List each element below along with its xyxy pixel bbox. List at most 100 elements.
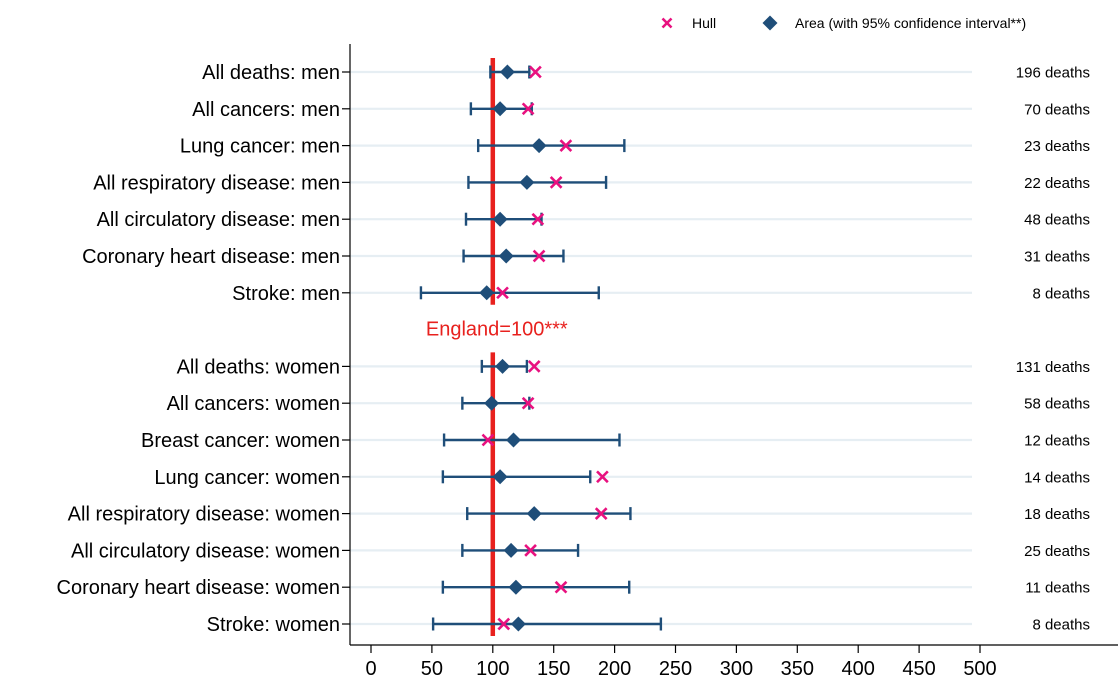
area-marker	[526, 506, 542, 522]
deaths-label: 25 deaths	[1024, 543, 1090, 560]
area-marker	[492, 101, 508, 117]
hull-marker	[529, 65, 542, 79]
area-marker	[492, 469, 508, 485]
y-axis: All deaths: men All cancers: men Lung canc…	[57, 44, 351, 645]
x-tick-label: 150	[537, 658, 570, 680]
x-tick-label: 350	[781, 658, 814, 680]
hull-marker-stroke	[481, 433, 495, 447]
reference-label: England=100***	[426, 319, 568, 341]
hull-marker	[497, 617, 511, 631]
hull-marker	[532, 249, 546, 263]
area-marker	[519, 174, 535, 190]
hull-marker-stroke	[524, 544, 537, 557]
deaths-label-bg	[972, 462, 1118, 491]
x-tick-label: 500	[963, 658, 996, 680]
legend: Hull Area (with 95% confidence interval**…	[661, 15, 1026, 31]
deaths-label-bg	[972, 94, 1118, 123]
hull-marker	[549, 176, 563, 189]
hull-marker	[531, 212, 545, 226]
deaths-label: 31 deaths	[1024, 249, 1090, 266]
x-icon	[661, 17, 673, 29]
category-label: Stroke: men	[232, 283, 340, 305]
area-marker	[531, 138, 547, 154]
x-tick-label: 100	[476, 658, 509, 680]
category-label: All cancers: women	[167, 393, 340, 415]
area-marker	[508, 579, 524, 595]
x-tick-label: 300	[720, 658, 753, 680]
hull-marker-stroke	[531, 212, 545, 226]
area-marker	[510, 616, 526, 632]
hull-marker	[524, 544, 537, 557]
legend-label: Area (with 95% confidence interval**)	[795, 15, 1026, 31]
deaths-label-bg	[972, 131, 1118, 160]
hull-marker	[594, 507, 608, 520]
area-marker	[499, 64, 515, 80]
deaths-label: 23 deaths	[1024, 138, 1090, 155]
deaths-label: 196 deaths	[1016, 65, 1090, 82]
hull-marker-stroke	[559, 139, 573, 152]
deaths-label: 8 deaths	[1032, 285, 1090, 302]
deaths-label: 8 deaths	[1032, 617, 1090, 634]
deaths-column-background: 196 deaths 70 deaths 23 deaths 22 deaths 48 …	[972, 58, 1118, 638]
category-label: All respiratory disease: men	[93, 172, 340, 194]
deaths-label-bg	[972, 536, 1118, 565]
hull-marker-stroke	[532, 249, 546, 263]
hull-marker-stroke	[554, 580, 568, 594]
hull-marker	[559, 139, 573, 152]
hull-marker-stroke	[596, 470, 609, 484]
category-label: Coronary heart disease: women	[57, 577, 340, 599]
deaths-label-bg	[972, 389, 1118, 418]
x-tick-label: 50	[421, 658, 443, 680]
deaths-label: 18 deaths	[1024, 506, 1090, 523]
area-marker	[503, 542, 519, 558]
deaths-label: 48 deaths	[1024, 212, 1090, 229]
hull-marker-stroke	[521, 396, 535, 410]
category-label: All deaths: women	[177, 356, 340, 378]
category-label: Breast cancer: women	[141, 430, 340, 452]
x-tick-label: 400	[842, 658, 875, 680]
hull-marker	[496, 286, 509, 300]
x-tick-label: 250	[659, 658, 692, 680]
category-label: All circulatory disease: women	[71, 540, 340, 562]
category-label: Lung cancer: women	[154, 467, 340, 489]
deaths-label-bg	[972, 573, 1118, 602]
deaths-label: 22 deaths	[1024, 175, 1090, 192]
area-marker	[492, 211, 508, 227]
hull-marker	[596, 470, 609, 484]
deaths-label: 58 deaths	[1024, 396, 1090, 413]
deaths-label: 14 deaths	[1024, 469, 1090, 486]
confidence-intervals	[419, 65, 663, 631]
deaths-label-bg	[972, 242, 1118, 270]
category-label: All respiratory disease: women	[68, 504, 340, 526]
category-label: All circulatory disease: men	[97, 209, 340, 231]
area-marker	[495, 358, 511, 374]
area-marker	[506, 432, 522, 448]
markers	[479, 64, 609, 632]
legend-label: Hull	[692, 15, 716, 31]
category-label: Coronary heart disease: men	[82, 246, 340, 268]
x-tick-label: 200	[598, 658, 631, 680]
deaths-label-bg	[972, 352, 1118, 381]
hull-marker	[554, 580, 568, 594]
legend-item-hull: Hull	[661, 15, 716, 31]
deaths-label: 70 deaths	[1024, 101, 1090, 118]
deaths-label-bg	[972, 426, 1118, 454]
category-label: Stroke: women	[207, 614, 340, 636]
deaths-label-bg	[972, 278, 1118, 307]
area-marker	[484, 395, 500, 411]
deaths-label: 12 deaths	[1024, 433, 1090, 450]
hull-marker-stroke	[594, 507, 608, 520]
hull-marker-stroke	[549, 176, 563, 189]
category-label: All cancers: men	[192, 99, 340, 121]
area-marker	[479, 285, 495, 301]
x-axis: 0 50 100 150 200 250 300 350 400 450 500	[350, 644, 1118, 680]
hull-marker-stroke	[529, 65, 542, 79]
diamond-icon	[762, 15, 778, 31]
hull-marker	[521, 102, 535, 116]
x-tick-label: 0	[365, 658, 376, 680]
x-tick-label: 450	[902, 658, 935, 680]
deaths-label-bg	[972, 205, 1118, 234]
hull-marker	[527, 360, 541, 373]
hull-marker	[481, 433, 495, 447]
